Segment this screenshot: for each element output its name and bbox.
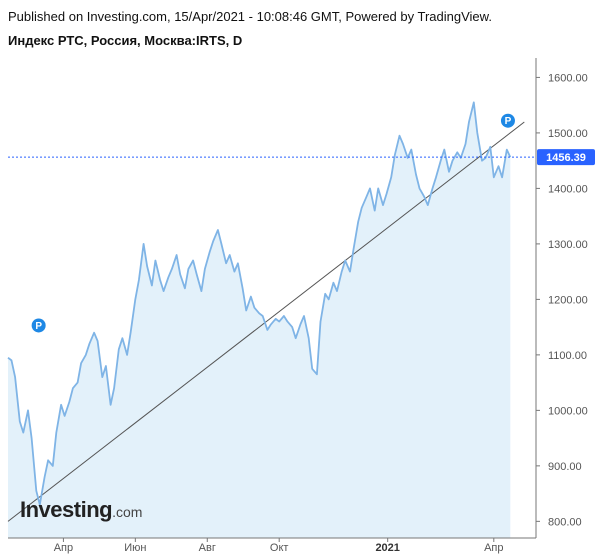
y-tick-label: 900.00 bbox=[548, 461, 582, 473]
y-tick-label: 800.00 bbox=[548, 516, 582, 528]
event-marker-label: P bbox=[505, 116, 512, 127]
x-tick-label: Апр bbox=[54, 542, 73, 554]
x-tick-label: Авг bbox=[199, 542, 216, 554]
price-line bbox=[7, 101, 512, 506]
event-marker[interactable] bbox=[500, 113, 515, 128]
x-tick-label: Июн bbox=[124, 542, 146, 554]
investing-logo: Investing.com bbox=[20, 497, 142, 523]
x-tick-label: Апр bbox=[484, 542, 503, 554]
y-tick-label: 1500.00 bbox=[548, 128, 588, 140]
last-price-label: 1456.39 bbox=[546, 152, 586, 164]
last-price-badge: 1456.39 bbox=[537, 149, 595, 166]
y-tick-label: 1400.00 bbox=[548, 183, 588, 195]
y-axis: 800.00 900.00 1000.00 1100.00 1200.00 1300.00… bbox=[536, 72, 588, 528]
logo-tld: .com bbox=[112, 504, 143, 520]
x-tick-label: 2021 bbox=[375, 542, 399, 554]
logo-text: Investing bbox=[20, 497, 113, 522]
y-tick-label: 1000.00 bbox=[548, 405, 588, 417]
y-tick-label: 1300.00 bbox=[548, 239, 588, 251]
event-marker-label: P bbox=[35, 321, 42, 332]
price-area bbox=[8, 102, 511, 539]
event-markers[interactable]: PP bbox=[31, 113, 515, 333]
event-marker[interactable] bbox=[31, 318, 46, 333]
y-tick-label: 1100.00 bbox=[548, 350, 587, 362]
trend-line[interactable] bbox=[7, 121, 525, 522]
symbol-title: Индекс РТС, Россия, Москва:IRTS, D bbox=[8, 33, 243, 48]
y-tick-label: 1600.00 bbox=[548, 72, 588, 84]
x-tick-label: Окт bbox=[270, 542, 289, 554]
x-axis: Апр Июн Авг Окт 2021 Апр bbox=[54, 538, 504, 554]
y-tick-label: 1200.00 bbox=[548, 294, 588, 306]
published-caption: Published on Investing.com, 15/Apr/2021 … bbox=[8, 9, 492, 24]
